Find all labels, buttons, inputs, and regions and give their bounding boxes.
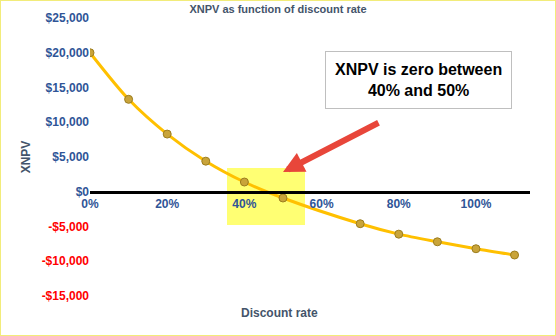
svg-text:$5,000: $5,000: [52, 150, 89, 164]
svg-text:20%: 20%: [155, 197, 179, 211]
svg-text:100%: 100%: [461, 197, 492, 211]
svg-text:60%: 60%: [310, 197, 334, 211]
svg-text:$0: $0: [76, 185, 90, 199]
svg-text:XNPV is zero between40% and 50: XNPV is zero between40% and 50%: [335, 61, 502, 99]
svg-text:-$5,000: -$5,000: [48, 220, 89, 234]
svg-text:$10,000: $10,000: [46, 115, 90, 129]
svg-text:Discount rate: Discount rate: [241, 306, 318, 320]
svg-text:0%: 0%: [81, 197, 99, 211]
svg-text:40%: 40%: [232, 197, 256, 211]
svg-text:80%: 80%: [387, 197, 411, 211]
svg-text:$25,000: $25,000: [46, 11, 90, 25]
svg-text:XNPV: XNPV: [19, 141, 33, 174]
svg-text:$15,000: $15,000: [46, 81, 90, 95]
svg-text:-$10,000: -$10,000: [42, 254, 90, 268]
svg-text:XNPV as function of discount r: XNPV as function of discount rate: [189, 3, 366, 15]
svg-text:-$15,000: -$15,000: [42, 289, 90, 303]
svg-text:$20,000: $20,000: [46, 46, 90, 60]
